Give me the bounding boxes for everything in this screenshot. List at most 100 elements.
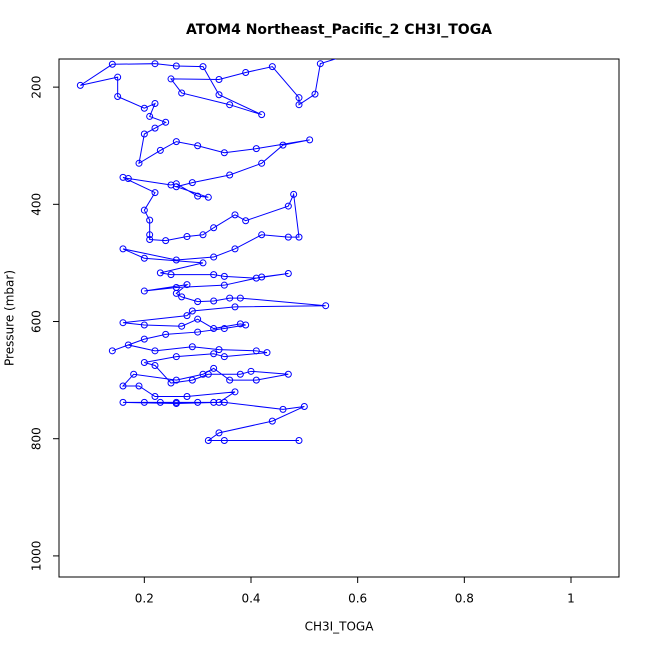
data-point — [172, 284, 180, 292]
data-point — [183, 233, 191, 241]
data-point — [231, 245, 239, 253]
data-point — [220, 398, 228, 406]
data-point — [172, 376, 180, 384]
data-point — [188, 179, 196, 187]
data-point — [284, 233, 292, 241]
data-point — [236, 294, 244, 302]
data-point — [108, 347, 116, 355]
data-point — [178, 293, 186, 301]
data-point — [210, 271, 218, 279]
data-point — [242, 68, 250, 76]
y-tick-label: 800 — [30, 427, 44, 450]
data-point — [167, 75, 175, 83]
data-point — [252, 274, 260, 282]
data-point — [140, 287, 148, 295]
x-tick-label: 0.2 — [135, 592, 154, 606]
data-point — [140, 398, 148, 406]
data-point — [316, 60, 324, 68]
plot-frame — [58, 58, 620, 578]
x-tick-label: 0.8 — [455, 592, 474, 606]
data-point — [151, 361, 159, 369]
data-point — [119, 382, 127, 390]
data-point — [140, 335, 148, 343]
data-point — [140, 206, 148, 214]
data-point — [151, 347, 159, 355]
data-line — [80, 59, 337, 441]
y-tick-label: 200 — [30, 76, 44, 99]
data-point — [284, 202, 292, 210]
data-point — [210, 398, 218, 406]
data-point — [279, 141, 287, 149]
data-point — [140, 104, 148, 112]
data-point — [252, 145, 260, 153]
data-point — [172, 183, 180, 191]
data-point — [130, 370, 138, 378]
data-point — [258, 159, 266, 167]
data-point — [114, 73, 122, 81]
data-point — [236, 370, 244, 378]
chart-title: ATOM4 Northeast_Pacific_2 CH3I_TOGA — [186, 22, 492, 38]
data-point — [210, 253, 218, 261]
data-point — [183, 393, 191, 401]
y-tick-label: 600 — [30, 310, 44, 333]
data-point — [188, 376, 196, 384]
data-point — [215, 91, 223, 99]
data-point — [135, 159, 143, 167]
data-point — [295, 436, 303, 444]
data-point — [210, 224, 218, 232]
data-point — [300, 402, 308, 410]
data-point — [215, 76, 223, 84]
data-point — [226, 101, 234, 109]
data-point — [210, 350, 218, 358]
data-point — [151, 124, 159, 132]
data-point — [215, 346, 223, 354]
data-point — [151, 100, 159, 108]
data-point — [162, 330, 170, 338]
data-point — [204, 193, 212, 201]
data-point — [188, 307, 196, 315]
data-point — [268, 63, 276, 71]
data-point — [322, 302, 330, 310]
data-point — [124, 175, 132, 183]
data-point — [172, 180, 180, 188]
data-point — [156, 398, 164, 406]
data-point — [188, 343, 196, 351]
data-point — [146, 235, 154, 243]
data-point — [231, 211, 239, 219]
data-point — [355, 49, 361, 55]
data-point — [140, 130, 148, 138]
data-point — [146, 231, 154, 239]
data-point — [210, 297, 218, 305]
data-point — [194, 315, 202, 323]
data-point — [114, 93, 122, 101]
data-point — [306, 136, 314, 144]
data-point — [210, 325, 218, 333]
data-point — [172, 256, 180, 264]
data-point — [167, 379, 175, 387]
data-point — [162, 237, 170, 245]
x-tick-label: 1 — [567, 592, 575, 606]
data-point — [146, 216, 154, 224]
data-point — [220, 353, 228, 361]
data-point — [108, 60, 116, 68]
x-axis-label: CH3I_TOGA — [305, 620, 375, 634]
data-point — [220, 325, 228, 333]
data-point — [178, 322, 186, 330]
data-point — [204, 436, 212, 444]
x-tick-label: 0.6 — [348, 592, 367, 606]
data-point — [295, 233, 303, 241]
y-tick-label: 400 — [30, 193, 44, 216]
data-point — [119, 245, 127, 253]
data-point — [119, 398, 127, 406]
data-point — [140, 321, 148, 329]
data-point — [295, 101, 303, 109]
data-point — [231, 303, 239, 311]
data-point — [199, 259, 207, 267]
data-point — [247, 367, 255, 375]
data-point — [220, 149, 228, 157]
data-point — [263, 349, 271, 357]
data-point — [279, 405, 287, 413]
data-point — [178, 89, 186, 97]
data-point — [258, 111, 266, 119]
